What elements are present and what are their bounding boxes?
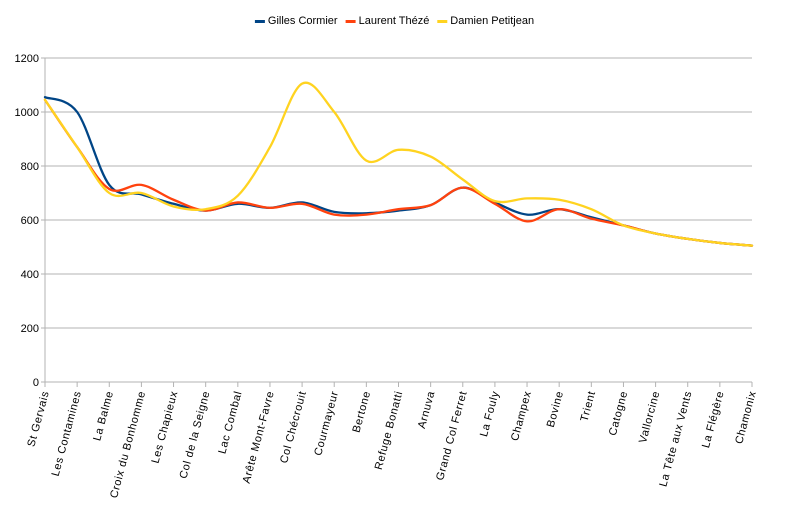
x-tick-label: Col de la Seigne (178, 390, 213, 480)
grid (41, 57, 752, 383)
legend: Gilles Cormier Laurent Thézé Damien Petitj… (254, 15, 534, 27)
x-tick-label: La Fouly (478, 390, 502, 439)
y-axis: 0 200 400 600 800 1000 1200 (15, 53, 46, 389)
x-tick-label: Les Contamines (50, 390, 84, 478)
y-tick-label: 1000 (15, 107, 39, 119)
x-tick-label: Courmayeur (312, 390, 341, 457)
x-tick-label: Champex (509, 390, 534, 443)
x-tick-label: Lac Combal (216, 390, 244, 456)
x-tick-label: La Tête aux Vents (657, 390, 694, 488)
y-tick-label: 0 (33, 377, 39, 389)
x-tick-label: Trient (579, 390, 599, 423)
series-line-2 (43, 81, 754, 247)
x-tick-label: Bertone (351, 390, 374, 434)
x-tick-label: Vallorcine (637, 390, 662, 445)
x-tick-label: Arnuva (416, 389, 438, 430)
x-tick-label: St Gervais (25, 390, 51, 449)
x-tick-label: Catogne (607, 390, 630, 437)
legend-label: Laurent Thézé (359, 15, 430, 27)
y-tick-label: 1200 (15, 53, 39, 65)
series-line-0 (43, 96, 754, 247)
series-layer (43, 81, 754, 247)
legend-item: Laurent Thézé (345, 15, 430, 27)
x-tick-label: Bovine (545, 390, 566, 429)
legend-item: Damien Petitjean (437, 15, 534, 27)
legend-item: Gilles Cormier (254, 15, 338, 27)
legend-swatch (345, 20, 356, 23)
y-tick-label: 400 (21, 269, 39, 281)
y-tick-label: 800 (21, 161, 39, 173)
y-tick-label: 600 (21, 215, 39, 227)
legend-swatch (254, 20, 265, 23)
y-tick-label: 200 (21, 323, 39, 335)
x-tick-label: Chamonix (733, 390, 759, 446)
x-tick-label: Arête Mont-Favre (241, 390, 277, 485)
legend-label: Gilles Cormier (268, 15, 338, 27)
x-tick-label: La Balme (91, 390, 116, 443)
legend-label: Damien Petitjean (450, 15, 534, 27)
x-tick-label: Croix du Bonhomme (108, 390, 148, 500)
x-tick-label: Refuge Bonatti (373, 390, 406, 472)
legend-swatch (437, 20, 448, 23)
x-tick-label: Les Chapieux (150, 390, 181, 465)
x-tick-label: Col Chécrouit (278, 390, 309, 465)
series-line-1 (43, 98, 754, 247)
x-tick-label: Grand Col Ferret (434, 390, 469, 482)
x-tick-label: La Flégère (700, 390, 727, 450)
